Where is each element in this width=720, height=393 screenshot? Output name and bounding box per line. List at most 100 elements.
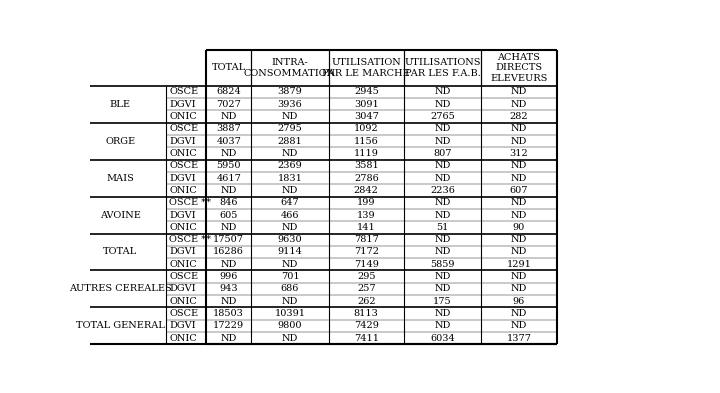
Text: ND: ND	[220, 334, 237, 343]
Text: ONIC: ONIC	[169, 260, 197, 269]
Text: 141: 141	[357, 223, 376, 232]
Text: 199: 199	[357, 198, 376, 207]
Text: 2369: 2369	[278, 161, 302, 170]
Text: 7817: 7817	[354, 235, 379, 244]
Text: 2795: 2795	[278, 124, 302, 133]
Text: 16286: 16286	[213, 248, 244, 257]
Text: 2881: 2881	[278, 137, 302, 145]
Text: BLE: BLE	[109, 100, 131, 108]
Text: ORGE: ORGE	[105, 137, 135, 145]
Text: ND: ND	[282, 149, 298, 158]
Text: 686: 686	[281, 285, 299, 294]
Text: DGVI: DGVI	[169, 137, 196, 145]
Text: 9114: 9114	[277, 248, 302, 257]
Text: ND: ND	[434, 309, 451, 318]
Text: ND: ND	[434, 174, 451, 183]
Text: 6034: 6034	[431, 334, 455, 343]
Text: ND: ND	[282, 260, 298, 269]
Text: 701: 701	[281, 272, 300, 281]
Text: 943: 943	[220, 285, 238, 294]
Text: DGVI: DGVI	[169, 285, 196, 294]
Text: 2236: 2236	[430, 186, 455, 195]
Text: ND: ND	[282, 223, 298, 232]
Text: ND: ND	[510, 272, 527, 281]
Text: 4617: 4617	[216, 174, 241, 183]
Text: ONIC: ONIC	[169, 334, 197, 343]
Text: 8113: 8113	[354, 309, 379, 318]
Text: ND: ND	[434, 161, 451, 170]
Text: OSCE: OSCE	[169, 309, 198, 318]
Text: ND: ND	[434, 87, 451, 96]
Text: ND: ND	[434, 124, 451, 133]
Text: 175: 175	[433, 297, 452, 306]
Text: ND: ND	[434, 100, 451, 108]
Text: ND: ND	[434, 272, 451, 281]
Text: 3581: 3581	[354, 161, 379, 170]
Text: 7172: 7172	[354, 248, 379, 257]
Text: 1156: 1156	[354, 137, 379, 145]
Text: MAIS: MAIS	[107, 174, 134, 183]
Text: ND: ND	[510, 100, 527, 108]
Text: 4037: 4037	[216, 137, 241, 145]
Text: 1377: 1377	[506, 334, 531, 343]
Text: 607: 607	[510, 186, 528, 195]
Text: ND: ND	[220, 186, 237, 195]
Text: AVOINE: AVOINE	[100, 211, 140, 220]
Text: ND: ND	[510, 137, 527, 145]
Text: ND: ND	[282, 112, 298, 121]
Text: 262: 262	[357, 297, 376, 306]
Text: ND: ND	[510, 198, 527, 207]
Text: ND: ND	[510, 124, 527, 133]
Text: 7411: 7411	[354, 334, 379, 343]
Text: ND: ND	[510, 309, 527, 318]
Text: 996: 996	[220, 272, 238, 281]
Text: ONIC: ONIC	[169, 186, 197, 195]
Text: OSCE: OSCE	[169, 124, 198, 133]
Text: ND: ND	[282, 297, 298, 306]
Text: DGVI: DGVI	[169, 321, 196, 331]
Text: TOTAL GENERAL: TOTAL GENERAL	[76, 321, 165, 331]
Text: ND: ND	[434, 285, 451, 294]
Text: 282: 282	[510, 112, 528, 121]
Text: ND: ND	[434, 211, 451, 220]
Text: ND: ND	[510, 211, 527, 220]
Text: 257: 257	[357, 285, 376, 294]
Text: 2786: 2786	[354, 174, 379, 183]
Text: 96: 96	[513, 297, 525, 306]
Text: 1291: 1291	[507, 260, 531, 269]
Text: 1119: 1119	[354, 149, 379, 158]
Text: 9800: 9800	[278, 321, 302, 331]
Text: DGVI: DGVI	[169, 174, 196, 183]
Text: 3879: 3879	[278, 87, 302, 96]
Text: ND: ND	[220, 112, 237, 121]
Text: ND: ND	[510, 87, 527, 96]
Text: 10391: 10391	[274, 309, 305, 318]
Text: OSCE **: OSCE **	[169, 235, 211, 244]
Text: DGVI: DGVI	[169, 248, 196, 257]
Text: INTRA-
CONSOMMATION: INTRA- CONSOMMATION	[244, 58, 336, 78]
Text: 846: 846	[220, 198, 238, 207]
Text: ONIC: ONIC	[169, 223, 197, 232]
Text: OSCE: OSCE	[169, 87, 198, 96]
Text: ND: ND	[220, 260, 237, 269]
Text: 2945: 2945	[354, 87, 379, 96]
Text: 5950: 5950	[217, 161, 241, 170]
Text: 807: 807	[433, 149, 452, 158]
Text: 1092: 1092	[354, 124, 379, 133]
Text: ND: ND	[510, 235, 527, 244]
Text: ND: ND	[220, 223, 237, 232]
Text: ONIC: ONIC	[169, 149, 197, 158]
Text: ND: ND	[510, 285, 527, 294]
Text: AUTRES CEREALES: AUTRES CEREALES	[69, 285, 171, 294]
Text: ND: ND	[220, 149, 237, 158]
Text: 90: 90	[513, 223, 525, 232]
Text: 312: 312	[510, 149, 528, 158]
Text: ND: ND	[282, 334, 298, 343]
Text: 9630: 9630	[278, 235, 302, 244]
Text: ND: ND	[282, 186, 298, 195]
Text: ND: ND	[434, 137, 451, 145]
Text: ND: ND	[220, 297, 237, 306]
Text: 6824: 6824	[216, 87, 241, 96]
Text: ND: ND	[510, 161, 527, 170]
Text: OSCE: OSCE	[169, 272, 198, 281]
